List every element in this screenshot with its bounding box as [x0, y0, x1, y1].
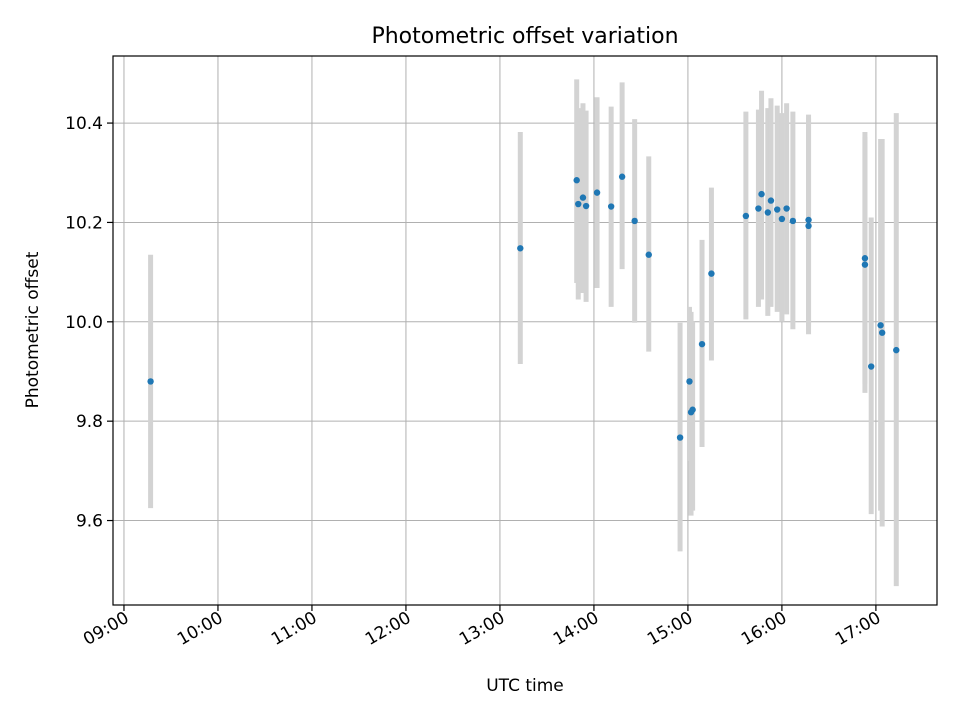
data-point [789, 217, 797, 225]
y-axis-ticks: 9.6 9.8 10.0 10.2 10.4 [65, 114, 113, 532]
y-tick-label: 9.8 [76, 412, 103, 432]
data-point [593, 189, 601, 196]
data-point [878, 329, 886, 336]
data-point [575, 200, 582, 208]
x-tick-label: 10:00 [174, 608, 226, 650]
y-axis-label: Photometric offset [23, 251, 43, 408]
data-point [708, 270, 715, 277]
data-point [645, 251, 652, 258]
data-point [573, 177, 580, 184]
plot-frame [112, 55, 938, 606]
x-tick-label: 16:00 [738, 608, 790, 650]
data-point [805, 216, 812, 224]
x-axis-label: UTC time [486, 676, 564, 696]
data-point [783, 205, 790, 212]
x-tick-label: 13:00 [456, 608, 508, 650]
data-points [147, 173, 900, 441]
x-tick-label: 12:00 [362, 608, 414, 650]
data-point [893, 346, 900, 354]
data-point [631, 217, 638, 225]
y-tick-label: 10.4 [65, 114, 103, 134]
data-point [868, 363, 875, 370]
x-tick-label: 15:00 [644, 608, 696, 650]
y-tick-label: 9.6 [76, 512, 103, 532]
grid-lines [113, 56, 937, 605]
data-point [689, 406, 696, 413]
data-point [767, 197, 775, 204]
data-point [618, 173, 626, 180]
data-point [686, 378, 693, 385]
x-tick-label: 09:00 [80, 608, 132, 650]
data-point [805, 222, 812, 230]
data-point [861, 255, 869, 262]
data-point [742, 212, 750, 220]
data-point [758, 190, 765, 198]
data-point [861, 261, 869, 268]
data-point [607, 203, 615, 210]
x-tick-label: 17:00 [832, 608, 884, 650]
data-point [676, 434, 684, 441]
y-tick-label: 10.0 [65, 313, 103, 333]
data-point [582, 202, 590, 210]
x-axis-ticks: 09:00 10:00 11:00 12:00 13:00 14:00 15:00 16:00… [80, 605, 884, 650]
data-point [698, 340, 706, 348]
data-point [774, 206, 781, 213]
plot-background [113, 56, 937, 605]
y-tick-label: 10.2 [65, 213, 103, 233]
data-point [755, 205, 762, 212]
x-tick-label: 14:00 [550, 608, 602, 650]
data-point [877, 322, 884, 329]
chart-title: Photometric offset variation [371, 24, 678, 49]
data-point [764, 209, 772, 216]
data-point [778, 215, 786, 223]
data-point [517, 245, 524, 252]
data-point [579, 194, 587, 201]
x-tick-label: 11:00 [268, 608, 320, 650]
data-point [147, 378, 154, 385]
